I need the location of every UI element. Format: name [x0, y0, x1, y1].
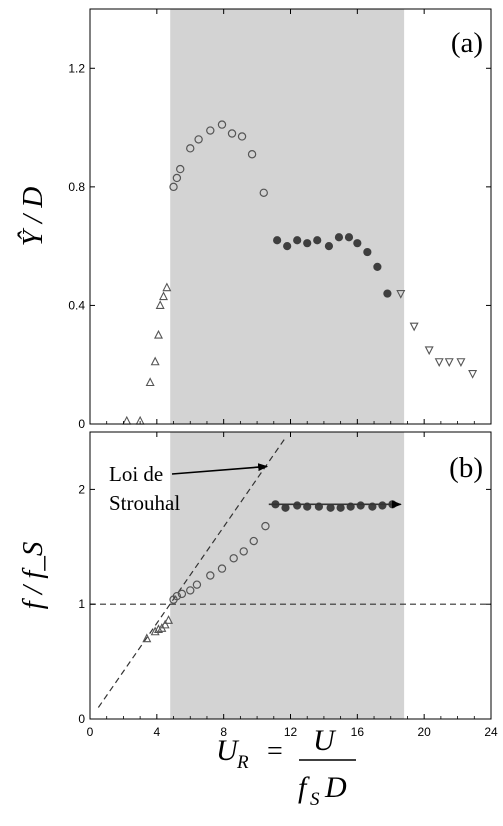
strouhal-line: [97, 437, 286, 708]
data-point-open-circle: [172, 173, 182, 183]
x-tick-label: 20: [417, 725, 431, 739]
y-tick-label: 0: [78, 417, 85, 431]
data-point-filled-circle: [373, 262, 382, 271]
y-tick-label: 0.4: [68, 298, 85, 312]
x-tick-label: 4: [153, 725, 160, 739]
y-tick-label: 0.8: [68, 180, 85, 194]
data-point-triangle-down: [444, 358, 454, 367]
x-tick-label: 8: [220, 725, 227, 739]
data-point-filled-circle: [326, 503, 335, 512]
data-point-filled-circle: [283, 242, 292, 251]
data-point-filled-circle: [344, 233, 354, 242]
data-point-triangle-up: [142, 633, 152, 643]
xlabel-den-f: f: [298, 771, 310, 804]
data-point-triangle-down: [396, 290, 406, 299]
data-point-filled-circle: [383, 289, 392, 298]
data-point-open-circle: [192, 580, 202, 589]
data-point-open-circle: [217, 564, 227, 573]
data-point-open-circle: [249, 536, 258, 546]
data-point-filled-circle: [378, 501, 387, 510]
data-point-triangle-down: [434, 358, 444, 367]
x-axis-label: U R = U f S D: [216, 724, 356, 810]
y-tick-label: 2: [78, 482, 85, 496]
data-point-open-circle: [169, 182, 178, 192]
data-point-open-circle: [176, 164, 185, 174]
xlabel-lhs: U: [216, 734, 240, 767]
data-point-open-circle: [237, 132, 247, 141]
shaded-region: [170, 9, 405, 424]
data-point-open-circle: [247, 150, 257, 159]
data-point-triangle-up: [150, 626, 160, 636]
data-point-filled-circle: [363, 247, 372, 257]
xlabel-lhs-sub: R: [236, 752, 249, 773]
data-point-triangle-up: [154, 329, 164, 339]
data-point-open-circle: [194, 135, 203, 144]
y-tick-label: 0: [78, 712, 85, 726]
annotation-arrow: [171, 463, 269, 475]
data-point-filled-circle: [324, 242, 334, 251]
data-point-triangle-up: [155, 300, 165, 309]
data-point-triangle-up: [159, 291, 169, 301]
panel-label: (b): [449, 452, 483, 484]
panel-label: (a): [451, 27, 483, 59]
data-point-triangle-up: [160, 619, 170, 629]
data-point-filled-circle: [313, 236, 322, 245]
data-point-open-circle: [206, 571, 215, 580]
data-point-triangle-down: [424, 346, 434, 356]
data-point-triangle-up: [145, 377, 155, 387]
shaded-region: [170, 432, 405, 719]
y-axis-label: Ŷ / D: [16, 187, 49, 247]
data-point-open-circle: [239, 547, 248, 556]
x-tick-label: 16: [351, 725, 365, 739]
data-point-filled-circle: [273, 236, 282, 245]
annotation-text-line2: Strouhal: [109, 491, 180, 515]
panel-a: 0 0.4 0.8 1.2 (a) Ŷ / D: [16, 8, 492, 431]
data-point-triangle-up: [164, 615, 174, 624]
data-point-open-circle: [261, 521, 270, 531]
data-point-filled-circle: [334, 233, 344, 242]
data-point-triangle-up: [154, 624, 164, 634]
y-tick-label: 1.2: [68, 61, 85, 75]
data-point-open-circle: [186, 586, 195, 595]
data-point-triangle-up: [122, 415, 132, 425]
xlabel-den-d: D: [324, 771, 347, 804]
xlabel-den-sub: S: [310, 789, 320, 810]
data-point-triangle-down: [468, 370, 478, 379]
data-point-open-circle: [259, 188, 268, 197]
data-point-triangle-up: [162, 282, 172, 292]
data-point-filled-circle: [336, 503, 345, 512]
data-point-filled-circle: [353, 239, 362, 248]
data-point-triangle-down: [409, 322, 419, 332]
data-point-open-circle: [227, 129, 237, 138]
data-point-open-circle: [177, 589, 187, 599]
annotation-text-line1: Loi de: [109, 462, 163, 486]
data-point-open-circle: [229, 554, 238, 563]
xlabel-eq: =: [267, 736, 283, 767]
data-point-open-circle: [186, 144, 195, 153]
data-point-triangle-down: [456, 358, 466, 367]
data-point-filled-circle: [281, 503, 290, 512]
data-point-open-circle: [172, 591, 182, 601]
data-point-filled-circle: [303, 239, 312, 248]
data-point-filled-circle: [293, 501, 302, 510]
data-point-triangle-up: [150, 356, 160, 366]
data-point-filled-circle: [293, 236, 302, 245]
x-tick-label: 0: [87, 725, 94, 739]
x-tick-label: 24: [484, 725, 498, 739]
data-point-filled-circle: [356, 501, 365, 510]
x-tick-label: 12: [284, 725, 298, 739]
data-point-open-circle: [206, 126, 215, 135]
y-tick-label: 1: [78, 597, 85, 611]
data-point-open-circle: [217, 120, 227, 129]
y-axis-label: f / f_S: [17, 541, 49, 609]
xlabel-num: U: [313, 724, 337, 757]
